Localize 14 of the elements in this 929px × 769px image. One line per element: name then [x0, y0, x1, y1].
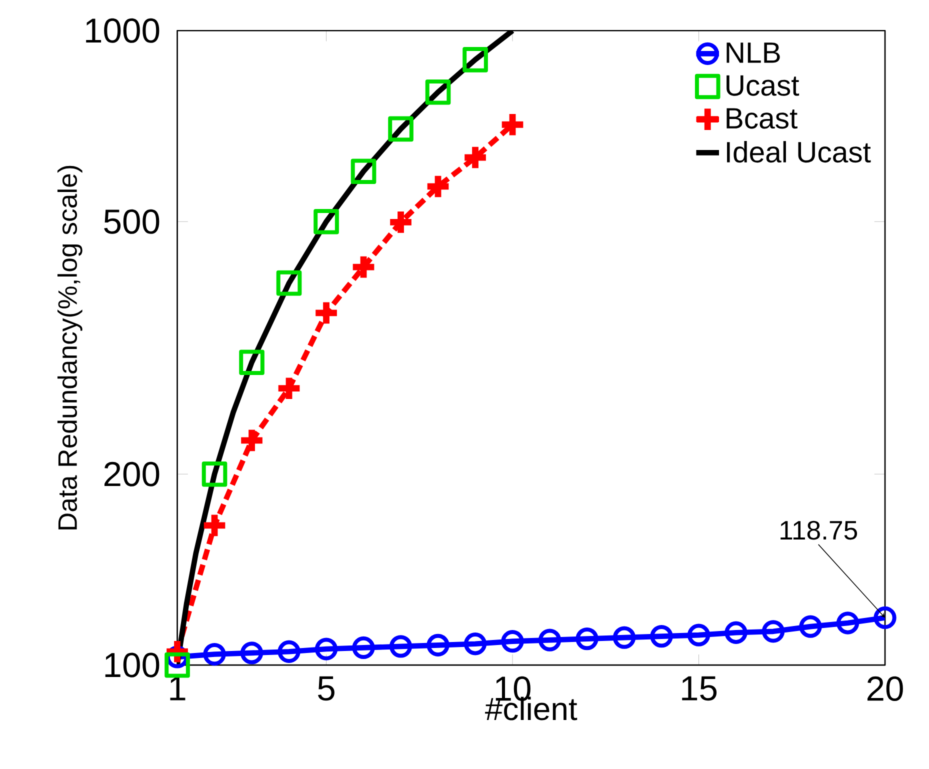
x-tick-label: 20: [867, 676, 903, 701]
legend-label: NLB: [726, 42, 780, 63]
data-label: 118.75: [780, 520, 858, 540]
x-tick-label: 15: [682, 676, 717, 701]
y-axis-title: Data Redundancy(%,log scale): [57, 166, 82, 530]
y-tick-label: 1000: [86, 18, 160, 43]
legend-label: Ucast: [726, 75, 800, 96]
legend-label: Ideal Ucast: [727, 141, 871, 163]
y-tick-label: 100: [105, 652, 160, 678]
y-tick-label: 200: [104, 462, 160, 486]
x-tick-label: 1: [170, 676, 186, 700]
legend-label: Bcast: [726, 108, 798, 129]
y-tick-label: 500: [104, 209, 160, 234]
x-tick-label: 5: [318, 676, 334, 701]
